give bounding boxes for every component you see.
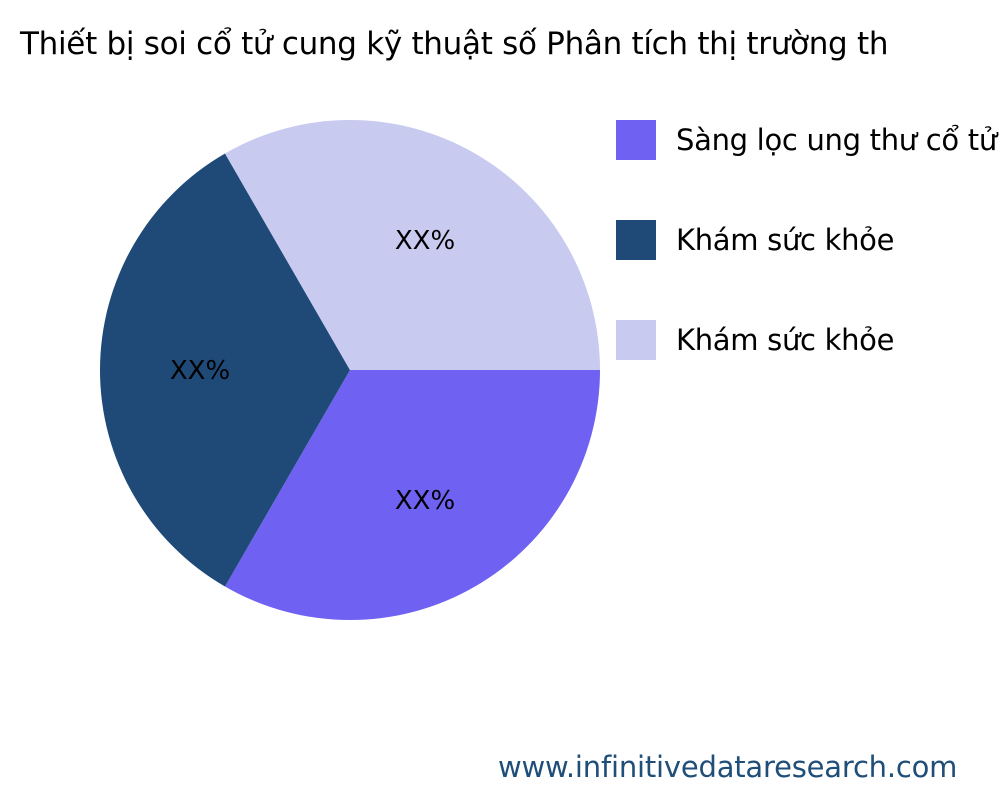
legend-item-1: Khám sức khỏe (616, 220, 894, 260)
pie-slice-2 (225, 119, 600, 370)
legend-label-1: Khám sức khỏe (676, 223, 895, 257)
legend-item-0: Sàng lọc ung thư cổ tử (616, 120, 997, 160)
pie-slice-0 (225, 370, 600, 620)
chart-title: Thiết bị soi cổ tử cung kỹ thuật số Phân… (20, 26, 889, 62)
legend-swatch-0 (616, 120, 656, 160)
slice-label-0: XX% (395, 486, 455, 516)
source-link[interactable]: www.infinitivedataresearch.com (498, 750, 958, 784)
slice-label-1: XX% (170, 356, 230, 386)
slice-label-2: XX% (395, 226, 455, 256)
legend-swatch-1 (616, 220, 656, 260)
legend-swatch-2 (616, 320, 656, 360)
legend-label-0: Sàng lọc ung thư cổ tử (676, 123, 997, 157)
legend-label-2: Khám sức khỏe (676, 323, 895, 357)
legend-item-2: Khám sức khỏe (616, 320, 894, 360)
